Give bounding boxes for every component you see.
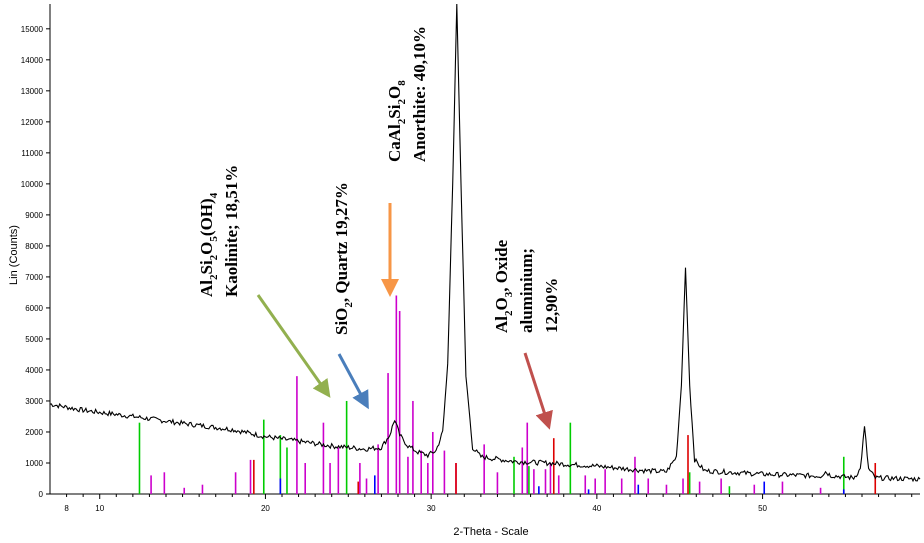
y-tick-label: 10000 <box>21 180 44 189</box>
y-tick-label: 3000 <box>25 397 43 406</box>
kaolinite-label: Kaolinite; 18,51% <box>222 165 241 297</box>
y-tick-label: 14000 <box>21 56 44 65</box>
y-tick-label: 2000 <box>25 428 43 437</box>
kaolinite-annotation: Al2Si2O5(OH)4 Kaolinite; 18,51% <box>197 165 241 297</box>
quartz-annotation: SiO2, Quartz 19,27% <box>332 182 355 335</box>
x-axis-title: 2-Theta - Scale <box>453 526 528 538</box>
annotation-arrow <box>523 352 553 430</box>
y-axis-title: Lin (Counts) <box>8 225 20 285</box>
phase-peak-bars <box>138 295 877 494</box>
anorthite-annotation: CaAl2Si2O8 Anorthite: 40,10% <box>385 26 429 162</box>
chart-axes <box>49 4 920 495</box>
y-tick-label: 12000 <box>21 118 44 127</box>
x-tick-label: 50 <box>758 504 767 513</box>
axis-ticks: 0 1000 2000 3000 4000 5000 6000 7000 8000 9000 100… <box>21 25 913 513</box>
x-tick-label: 8 <box>64 504 69 513</box>
x-tick-label: 30 <box>427 504 436 513</box>
svg-text:Al2Si2O5(OH)4: Al2Si2O5(OH)4 <box>197 192 220 297</box>
svg-text:SiO2, Quartz 19,27%: SiO2, Quartz 19,27% <box>332 182 355 335</box>
diffraction-pattern-line <box>49 3 921 483</box>
annotation-arrow <box>337 353 369 410</box>
alumina-label-line3: 12,90% <box>542 278 561 333</box>
y-tick-label: 7000 <box>25 273 43 282</box>
alumina-annotation: Al2O3, Oxide aluminium; 12,90% <box>492 239 561 333</box>
svg-text:Al2O3, Oxide: Al2O3, Oxide <box>492 239 515 333</box>
y-tick-label: 1000 <box>25 459 43 468</box>
alumina-label-line2: aluminium; <box>517 248 536 333</box>
anorthite-label: Anorthite: 40,10% <box>410 26 429 162</box>
x-tick-label: 20 <box>261 504 270 513</box>
y-tick-label: 6000 <box>25 304 43 313</box>
y-tick-label: 5000 <box>25 335 43 344</box>
y-tick-label: 9000 <box>25 211 43 220</box>
y-tick-label: 4000 <box>25 366 43 375</box>
y-tick-label: 8000 <box>25 242 43 251</box>
y-tick-label: 15000 <box>21 25 44 34</box>
annotation-arrows <box>256 203 553 430</box>
y-tick-label: 13000 <box>21 87 44 96</box>
svg-text:CaAl2Si2O8: CaAl2Si2O8 <box>385 80 408 162</box>
x-tick-label: 10 <box>95 504 104 513</box>
y-tick-label: 11000 <box>21 149 43 158</box>
y-tick-label: 0 <box>39 490 44 499</box>
x-tick-label: 40 <box>592 504 601 513</box>
annotation-arrow <box>256 294 331 398</box>
